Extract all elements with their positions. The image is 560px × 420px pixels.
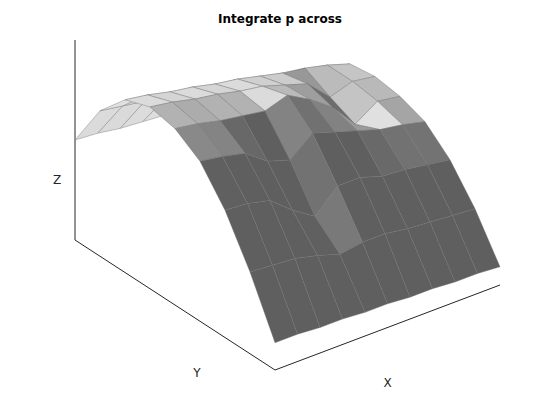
svg-text:Integrate p across: Integrate p across xyxy=(218,12,342,26)
svg-text:X: X xyxy=(383,376,391,390)
svg-text:Y: Y xyxy=(192,366,201,380)
svg-text:Z: Z xyxy=(53,173,61,187)
